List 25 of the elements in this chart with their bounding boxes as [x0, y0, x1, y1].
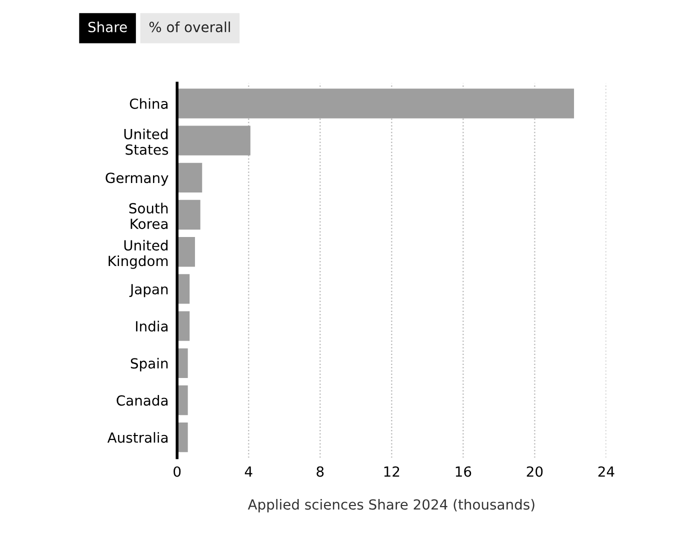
text: % of overall: [149, 22, 230, 32]
y-tick-label: India: [136, 320, 168, 332]
y-tick-label: China: [130, 98, 168, 109]
x-tick-label: 16: [456, 466, 472, 477]
bar: [177, 200, 200, 230]
x-tick-label: 20: [526, 466, 543, 477]
x-tick-label: 24: [598, 466, 614, 477]
x-tick-label: 8: [316, 466, 324, 477]
y-tick-label: Australia: [107, 432, 168, 443]
x-axis-title: Applied sciences Share 2024 (thousands): [248, 498, 534, 512]
text: Share: [88, 22, 127, 32]
bar: [177, 88, 574, 118]
y-tick-label: United States: [124, 128, 168, 155]
x-tick-label: 12: [384, 466, 400, 477]
bar: [177, 126, 250, 156]
y-tick-label: South Korea: [129, 202, 168, 230]
y-tick-label: Spain: [130, 358, 168, 372]
y-tick-label: Japan: [129, 284, 168, 298]
y-tick-label: Germany: [106, 172, 168, 186]
y-tick-label: Canada: [116, 394, 168, 406]
x-tick-label: 4: [244, 466, 252, 477]
bar: [177, 237, 195, 267]
bar: [177, 162, 202, 193]
y-tick-label: United Kingdom: [108, 240, 168, 269]
x-tick-label: 0: [174, 466, 181, 477]
